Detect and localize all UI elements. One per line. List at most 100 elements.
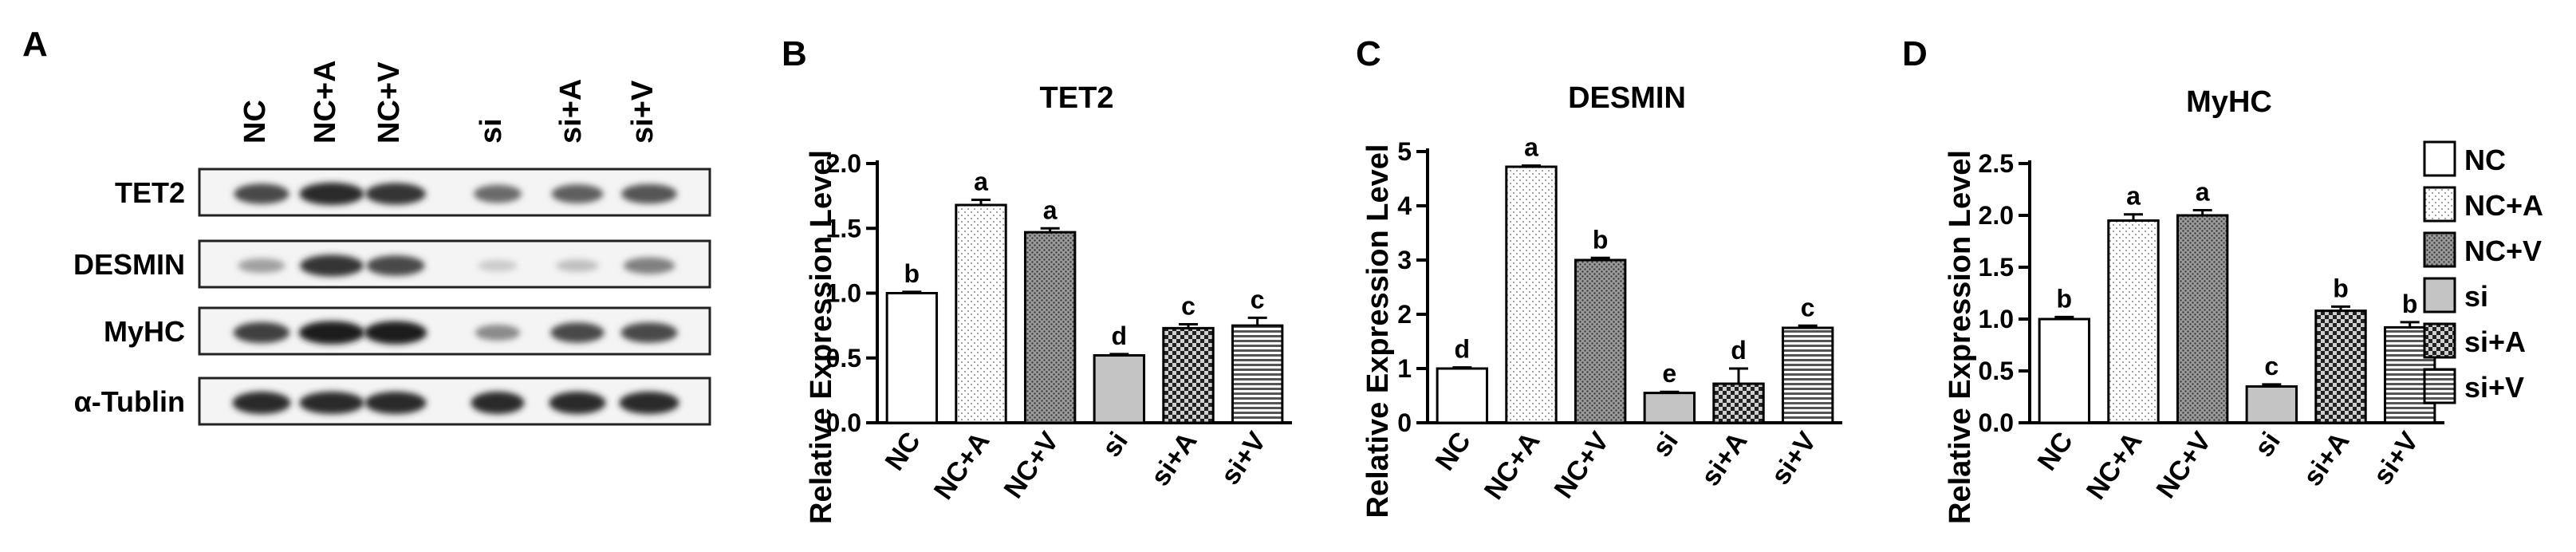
bar [1574, 258, 1627, 424]
blot-band [232, 391, 291, 415]
bar [1712, 382, 1765, 424]
significance-label: d [1112, 321, 1128, 350]
y-tick-label: 2.5 [1979, 149, 2014, 178]
legend-label: si+V [2464, 371, 2524, 404]
bar-chart-c: C DESMIN Relative Expression Level 0 1 2 3 4 5 d N… [1356, 34, 1842, 518]
blot-band [550, 322, 605, 343]
panel-letter: B [782, 34, 807, 73]
blot-band [623, 257, 676, 274]
blot-band [364, 321, 427, 345]
legend-item: NC+V [2423, 231, 2542, 268]
blot-band [556, 259, 599, 272]
significance-label: b [2057, 284, 2073, 313]
legend-swatch [2423, 368, 2456, 404]
blot-band [365, 183, 426, 205]
panel-letter-a: A [22, 25, 48, 64]
y-tick-label: 0.5 [1979, 357, 2014, 385]
legend-label: NC+A [2464, 189, 2543, 222]
legend-label: si [2464, 280, 2488, 313]
significance-label: a [1524, 133, 1538, 162]
significance-label: c [1251, 285, 1265, 313]
y-tick-label: 1.0 [826, 279, 861, 308]
y-tick-label: 1 [1397, 354, 1412, 383]
significance-label: d [1731, 336, 1747, 365]
bar [1023, 231, 1077, 424]
blot-lane-label: si+A [554, 79, 588, 144]
bar [1505, 165, 1558, 424]
panel-letter: D [1902, 34, 1928, 73]
significance-label: b [904, 259, 920, 288]
bar [1643, 392, 1696, 424]
x-tick-label: si+V [2367, 427, 2424, 491]
blot-row: DESMIN [73, 239, 711, 289]
blot-row-label: TET2 [115, 176, 185, 209]
significance-label: d [1455, 335, 1471, 364]
blot-band [475, 324, 521, 341]
x-tick-label: si [1646, 427, 1684, 463]
blot-band [238, 258, 286, 274]
legend-label: NC [2464, 144, 2506, 176]
significance-label: e [1662, 359, 1676, 388]
blot-row-label: DESMIN [73, 248, 185, 281]
bar [1436, 367, 1489, 424]
blot-lane-label: si [475, 118, 508, 144]
y-tick-label: 1.5 [826, 214, 861, 242]
legend-swatch [2423, 277, 2456, 313]
x-tick-label: si+A [1145, 427, 1203, 491]
legend-swatch [2423, 186, 2456, 223]
x-tick-label: NC+A [928, 427, 996, 505]
x-tick-label: si+A [1696, 427, 1754, 491]
y-tick-label: 2.0 [1979, 201, 2014, 230]
significance-label: b [2333, 274, 2349, 302]
bar [1093, 354, 1146, 424]
blot-row-label: α-Tublin [74, 385, 185, 418]
blot-row: TET2 [115, 168, 711, 217]
legend: NC NC+A NC+V si si+A si+V [2423, 140, 2543, 404]
bar [955, 203, 1007, 424]
bar [1231, 324, 1284, 424]
x-tick-label: NC+V [2151, 427, 2218, 504]
blot-lane-label: NC+V [372, 61, 406, 144]
bar [2107, 219, 2160, 424]
blot-band [619, 391, 679, 415]
legend-item: si [2423, 277, 2488, 313]
y-tick-label: 0 [1397, 408, 1412, 437]
lane-labels: NC NC+A NC+V si si+A si+V [238, 60, 660, 144]
y-tick-label: 4 [1397, 191, 1412, 220]
y-axis-label: Relative Expression Level [1361, 144, 1395, 518]
blot-band [300, 254, 364, 277]
western-blot-panel: A NC NC+A NC+V si si+A si+V TET2 DESMIN MyHC α-T… [22, 25, 711, 426]
blot-band [551, 184, 604, 203]
legend-item: NC [2423, 140, 2506, 177]
y-tick-label: 0.0 [1979, 408, 2014, 437]
bar [2176, 214, 2229, 424]
blot-lane-label: si+V [626, 80, 660, 144]
blot-band [299, 182, 364, 206]
blot-lane-label: NC [238, 100, 272, 144]
legend-swatch [2423, 231, 2456, 268]
panel-letter: C [1356, 34, 1381, 73]
significance-label: c [2264, 352, 2279, 380]
x-tick-label: NC+A [1479, 427, 1546, 505]
x-tick-label: NC+V [1549, 427, 1616, 504]
y-tick-label: 0.5 [826, 344, 861, 373]
significance-label: a [2196, 178, 2210, 207]
blot-band [233, 321, 290, 344]
blot-band [298, 321, 365, 345]
bar [2245, 385, 2298, 424]
blot-row: MyHC [104, 306, 711, 356]
legend-label: si+A [2464, 325, 2526, 358]
chart-title: MyHC [2186, 85, 2272, 119]
significance-label: b [2402, 290, 2418, 318]
x-tick-label: NC [2032, 427, 2079, 476]
blot-band [621, 183, 677, 204]
blot-lane-label: NC+A [309, 60, 342, 144]
x-tick-label: si+V [1215, 427, 1272, 491]
legend-item: si+A [2423, 322, 2526, 359]
y-tick-label: 2 [1397, 300, 1412, 329]
chart-title: DESMIN [1568, 81, 1686, 115]
blot-band [478, 259, 518, 272]
significance-label: a [2126, 182, 2141, 211]
y-axis-label: Relative Expression Level [805, 150, 838, 524]
